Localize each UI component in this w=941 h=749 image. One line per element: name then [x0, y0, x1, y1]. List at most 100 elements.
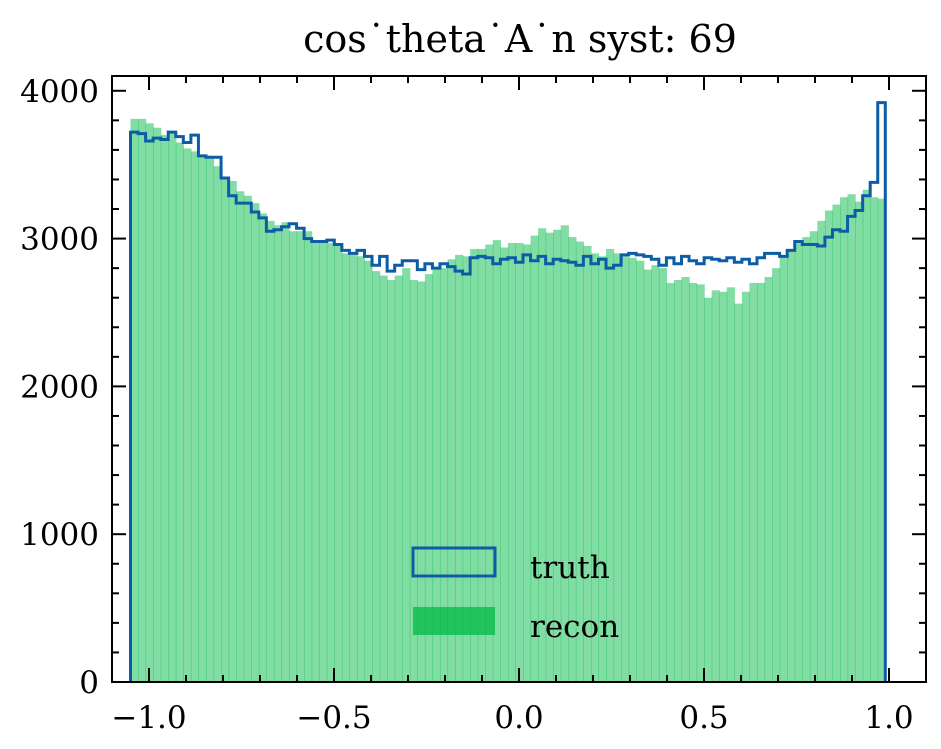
- recon-bar: [628, 257, 637, 682]
- recon-bar: [583, 245, 592, 682]
- recon-bar: [402, 268, 411, 682]
- recon-bar: [832, 204, 841, 682]
- recon-bar: [213, 166, 222, 682]
- y-tick-label: 4000: [20, 74, 99, 110]
- recon-bar: [424, 274, 434, 682]
- recon-bar: [840, 197, 849, 682]
- recon-bar: [515, 243, 524, 682]
- recon-bar: [772, 268, 781, 682]
- recon-bar: [311, 241, 320, 683]
- recon-bar: [741, 291, 751, 682]
- recon-bar: [658, 268, 668, 682]
- recon-bar: [621, 256, 630, 682]
- recon-bar: [696, 284, 705, 682]
- y-tick-label: 3000: [20, 222, 99, 258]
- recon-bar: [598, 256, 607, 682]
- recon-bar: [545, 232, 554, 683]
- recon-bar: [734, 303, 743, 682]
- recon-bar: [417, 281, 426, 682]
- x-tick-label: 0.5: [679, 700, 728, 736]
- recon-bar: [281, 222, 290, 682]
- recon-bar: [221, 179, 230, 682]
- recon-bar: [575, 241, 584, 683]
- x-tick-label: −1.0: [111, 700, 186, 736]
- y-tick-label: 2000: [20, 369, 99, 405]
- recon-bar: [387, 279, 396, 682]
- recon-bar: [560, 225, 569, 682]
- recon-bar: [794, 243, 803, 682]
- recon-bar: [236, 191, 245, 682]
- recon-bar: [175, 142, 184, 682]
- recon-bar: [538, 228, 547, 683]
- chart-title: cos˙theta˙A˙n syst: 69: [303, 17, 737, 61]
- recon-bar: [251, 203, 260, 683]
- recon-bar: [817, 220, 826, 682]
- recon-bar: [160, 135, 169, 682]
- recon-bar: [824, 210, 834, 682]
- recon-bar: [153, 127, 162, 683]
- recon-bar: [719, 291, 728, 682]
- recon-bar: [862, 189, 871, 682]
- x-tick-label: 0.0: [494, 700, 543, 736]
- recon-bar: [409, 279, 418, 682]
- legend-recon-swatch: [413, 607, 495, 635]
- recon-bar: [492, 240, 501, 682]
- recon-bar: [289, 231, 298, 682]
- recon-bar: [855, 201, 864, 682]
- recon-series: [130, 118, 886, 683]
- recon-bar: [590, 253, 600, 683]
- x-tick-label: 1.0: [864, 700, 913, 736]
- recon-bar: [439, 268, 449, 682]
- recon-bar: [447, 259, 456, 682]
- legend-recon-label: recon: [530, 609, 619, 645]
- recon-bar: [228, 180, 237, 682]
- legend-truth-swatch: [411, 546, 497, 578]
- recon-bar: [613, 253, 622, 683]
- recon-bar: [485, 244, 494, 682]
- recon-bar: [145, 123, 154, 683]
- recon-bar: [198, 155, 207, 682]
- recon-bar: [779, 256, 788, 682]
- recon-bar: [500, 247, 509, 682]
- recon-bar: [243, 195, 252, 682]
- recon-bar: [296, 231, 305, 682]
- y-tick-label: 1000: [20, 517, 99, 553]
- recon-bar: [651, 265, 660, 682]
- recon-bar: [764, 277, 773, 682]
- recon-bar: [477, 248, 486, 682]
- recon-bar: [689, 282, 698, 682]
- recon-bar: [553, 229, 562, 682]
- recon-bar: [462, 256, 471, 682]
- recon-bar: [394, 275, 403, 682]
- recon-bar: [432, 269, 441, 682]
- y-tick-label: 0: [79, 665, 99, 701]
- recon-bar: [258, 213, 267, 682]
- recon-bar: [334, 244, 343, 682]
- recon-bar: [130, 118, 139, 683]
- recon-bar: [470, 248, 479, 682]
- recon-bar: [190, 151, 200, 682]
- recon-bar: [802, 237, 811, 683]
- y-axis-tick-labels: 0 1000 2000 3000 4000: [20, 74, 99, 701]
- recon-bar: [379, 275, 388, 682]
- recon-bar: [809, 231, 818, 682]
- recon-bar: [704, 297, 713, 682]
- recon-bar: [673, 279, 683, 682]
- recon-bar: [507, 243, 517, 682]
- recon-bar: [666, 282, 675, 682]
- recon-bar: [138, 118, 147, 683]
- recon-bar: [870, 197, 879, 682]
- recon-bar: [168, 130, 177, 682]
- x-axis-tick-labels: −1.0 −0.5 0.0 0.5 1.0: [111, 700, 913, 736]
- recon-bar: [877, 198, 886, 683]
- recon-bar: [319, 240, 328, 682]
- legend-truth-label: truth: [530, 550, 610, 586]
- recon-bar: [643, 269, 652, 682]
- recon-bar: [847, 194, 856, 682]
- recon-bar: [787, 248, 796, 682]
- recon-bar: [711, 290, 720, 682]
- x-tick-label: −0.5: [296, 700, 371, 736]
- recon-bar: [726, 287, 735, 682]
- recon-bar: [273, 225, 283, 682]
